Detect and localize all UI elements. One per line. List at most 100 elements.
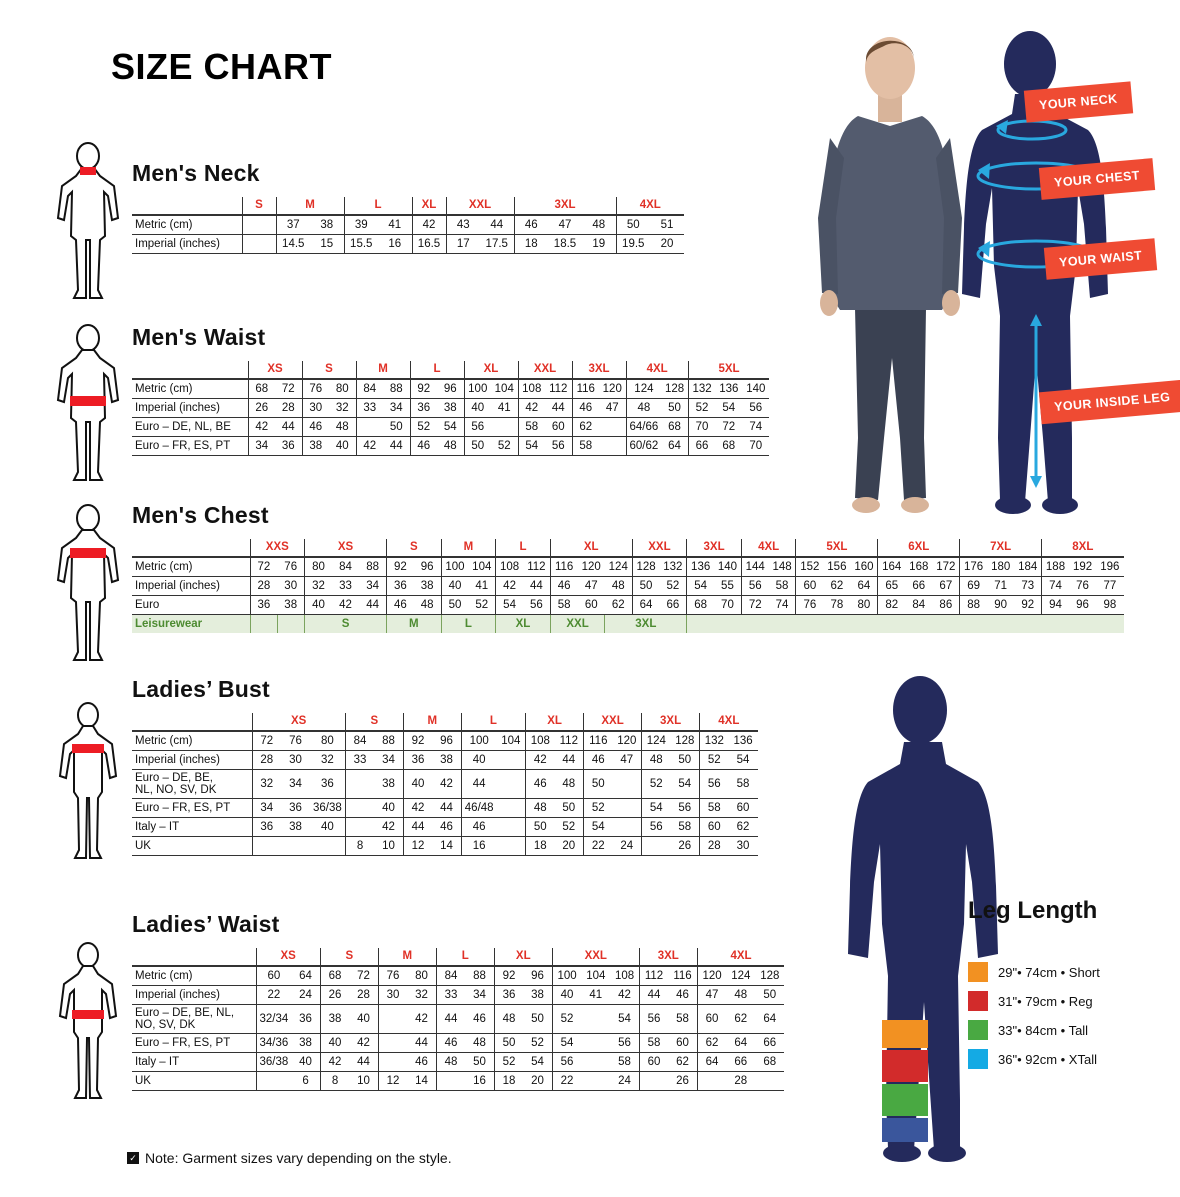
cell: 36/38 <box>310 798 346 819</box>
cell: 92 <box>493 966 524 986</box>
cell: 48 <box>726 985 756 1005</box>
cell: 192 <box>1068 557 1097 577</box>
cell: 80 <box>304 557 332 577</box>
cell: 80 <box>407 966 437 986</box>
cell: 50 <box>661 398 689 418</box>
cell: 52 <box>491 436 518 456</box>
cell: 36 <box>281 798 310 819</box>
cell <box>344 769 375 800</box>
cell: 64 <box>696 1052 727 1073</box>
cell: 65 <box>877 576 906 596</box>
cell: 42 <box>349 1033 379 1054</box>
cell: 47 <box>577 576 605 596</box>
check-square-icon: ✓ <box>127 1152 139 1164</box>
leisurewear-size-blank <box>276 614 305 633</box>
cell: 42 <box>402 798 433 819</box>
cell: 34 <box>251 798 281 819</box>
cell: 148 <box>768 557 796 577</box>
table-row: Italy – IT 36/38 40 42 44 46 48 50 52 54 56 58 60 62 6… <box>132 1052 785 1073</box>
cell: 28 <box>726 1071 756 1092</box>
row-label: Imperial (inches) <box>132 398 248 418</box>
table-header-row: XS S M L XL XXL 3XL 4XL <box>132 713 758 732</box>
cell: 124 <box>625 379 662 399</box>
cell: 19.5 <box>615 234 650 254</box>
cell: 66 <box>755 1033 785 1054</box>
cell: 84 <box>344 731 375 751</box>
table-row: Imperial (inches) 28 30 32 33 34 36 38 40 41 42 44 4… <box>132 576 1124 596</box>
cell: 46 <box>525 769 555 800</box>
cell: 50 <box>615 215 650 235</box>
cell: 41 <box>491 398 518 418</box>
cell: 58 <box>571 436 599 456</box>
cell: 112 <box>545 379 572 399</box>
cell: 30 <box>377 985 408 1005</box>
cell: 46 <box>432 817 462 838</box>
male-figure-neck-highlight <box>52 140 124 315</box>
cell <box>241 215 276 235</box>
size-header-xl: XL <box>493 948 553 967</box>
cell: 42 <box>319 1052 350 1073</box>
cell: 58 <box>517 417 545 437</box>
cell: 120 <box>599 379 626 399</box>
cell: 64 <box>755 1004 785 1035</box>
cell: 54 <box>437 417 464 437</box>
cell: 120 <box>612 731 642 751</box>
cell: 120 <box>577 557 605 577</box>
cell <box>641 836 671 857</box>
table-row: Imperial (inches) 28 30 32 33 34 36 38 40 42 44 46 4… <box>132 750 758 770</box>
row-label: Euro – DE, BE, NL, NO, SV, DK <box>132 769 252 800</box>
cell: 76 <box>1068 576 1097 596</box>
cell: 42 <box>355 436 383 456</box>
cell: 51 <box>650 215 684 235</box>
row-label: Metric (cm) <box>132 557 250 577</box>
cell: 54 <box>583 817 613 838</box>
cell: 26 <box>319 985 350 1005</box>
cell: 52 <box>699 750 729 770</box>
colour-swatch-icon <box>968 1049 988 1069</box>
cell: 92 <box>409 379 437 399</box>
cell: 70 <box>742 436 770 456</box>
cell: 96 <box>1068 595 1097 615</box>
leisurewear-size-blank <box>249 614 278 633</box>
cell: 96 <box>523 966 553 986</box>
cell: 52 <box>523 1033 553 1054</box>
cell: 128 <box>670 731 700 751</box>
table-row: Metric (cm) 60 64 68 72 76 80 84 88 92 96 100 104 108… <box>132 966 785 986</box>
cell: 34 <box>359 576 387 596</box>
cell: 77 <box>1096 576 1124 596</box>
leg-length-legend-item: 36"• 92cm • XTall <box>968 1049 1100 1069</box>
cell: 48 <box>554 769 584 800</box>
cell: 73 <box>1014 576 1042 596</box>
cell: 112 <box>522 557 551 577</box>
cell: 32/34 <box>255 1004 292 1035</box>
cell: 196 <box>1096 557 1124 577</box>
cell: 64 <box>661 436 689 456</box>
cell: 80 <box>329 379 356 399</box>
highlight-band-waist <box>72 1010 104 1019</box>
cell <box>496 836 526 857</box>
cell: 44 <box>275 417 302 437</box>
cell: 12 <box>377 1071 408 1092</box>
cell: 136 <box>715 379 743 399</box>
cell <box>612 817 642 838</box>
cell: 40 <box>310 817 346 838</box>
size-header-s: S <box>301 361 356 380</box>
cell: 84 <box>435 966 466 986</box>
cell: 112 <box>554 731 584 751</box>
cell: 60 <box>577 595 605 615</box>
cell: 40 <box>402 769 433 800</box>
cell: 116 <box>571 379 599 399</box>
size-header-4xl: 4XL <box>699 713 758 732</box>
cell: 44 <box>480 215 514 235</box>
cell: 112 <box>638 966 669 986</box>
size-header-3xl: 3XL <box>571 361 626 380</box>
row-label: UK <box>132 836 252 857</box>
cell: 100 <box>460 731 497 751</box>
size-header-6xl: 6XL <box>877 539 960 558</box>
cell: 48 <box>435 1052 466 1073</box>
cell: 40 <box>551 985 582 1005</box>
cell: 22 <box>551 1071 582 1092</box>
cell: 104 <box>581 966 611 986</box>
cell: 40 <box>374 798 404 819</box>
